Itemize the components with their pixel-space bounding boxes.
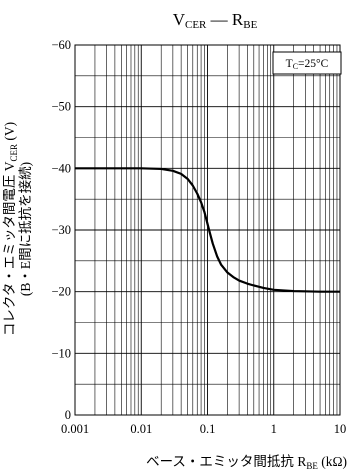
ticks-layer: 0.001 0.01 0.1 1 10 0 −10 −20 −30 −40 −50 −60 xyxy=(51,38,346,436)
x-axis-label: ベース・エミッタ間抵抗 RBE (kΩ) xyxy=(146,454,347,471)
x-tick-label: 0.01 xyxy=(130,422,152,436)
y-tick-label: −10 xyxy=(51,346,71,360)
y-tick-label: −40 xyxy=(51,161,71,175)
y-tick-label: −20 xyxy=(51,285,71,299)
plot-frame xyxy=(74,44,341,416)
annotation-text: TC=25°C xyxy=(286,58,329,71)
y-tick-label: −60 xyxy=(51,38,71,52)
chart-title: VCER — RBE xyxy=(173,10,258,31)
x-tick-label: 1 xyxy=(271,422,277,436)
y-tick-label: −50 xyxy=(51,100,71,114)
x-tick-label: 10 xyxy=(334,422,347,436)
x-tick-label: 0.1 xyxy=(200,422,216,436)
y-axis-label-line2: (B・E間に抵抗を接続) xyxy=(17,162,33,296)
y-tick-label: 0 xyxy=(65,408,71,422)
annotation-box xyxy=(272,51,342,75)
grid-layer xyxy=(74,44,340,416)
series-line xyxy=(75,167,340,293)
series-layer xyxy=(75,167,340,293)
y-axis-label-line1: コレクタ・エミッタ間電圧 VCER (V) xyxy=(2,122,19,336)
y-tick-label: −30 xyxy=(51,223,71,237)
x-tick-label: 0.001 xyxy=(61,422,89,436)
